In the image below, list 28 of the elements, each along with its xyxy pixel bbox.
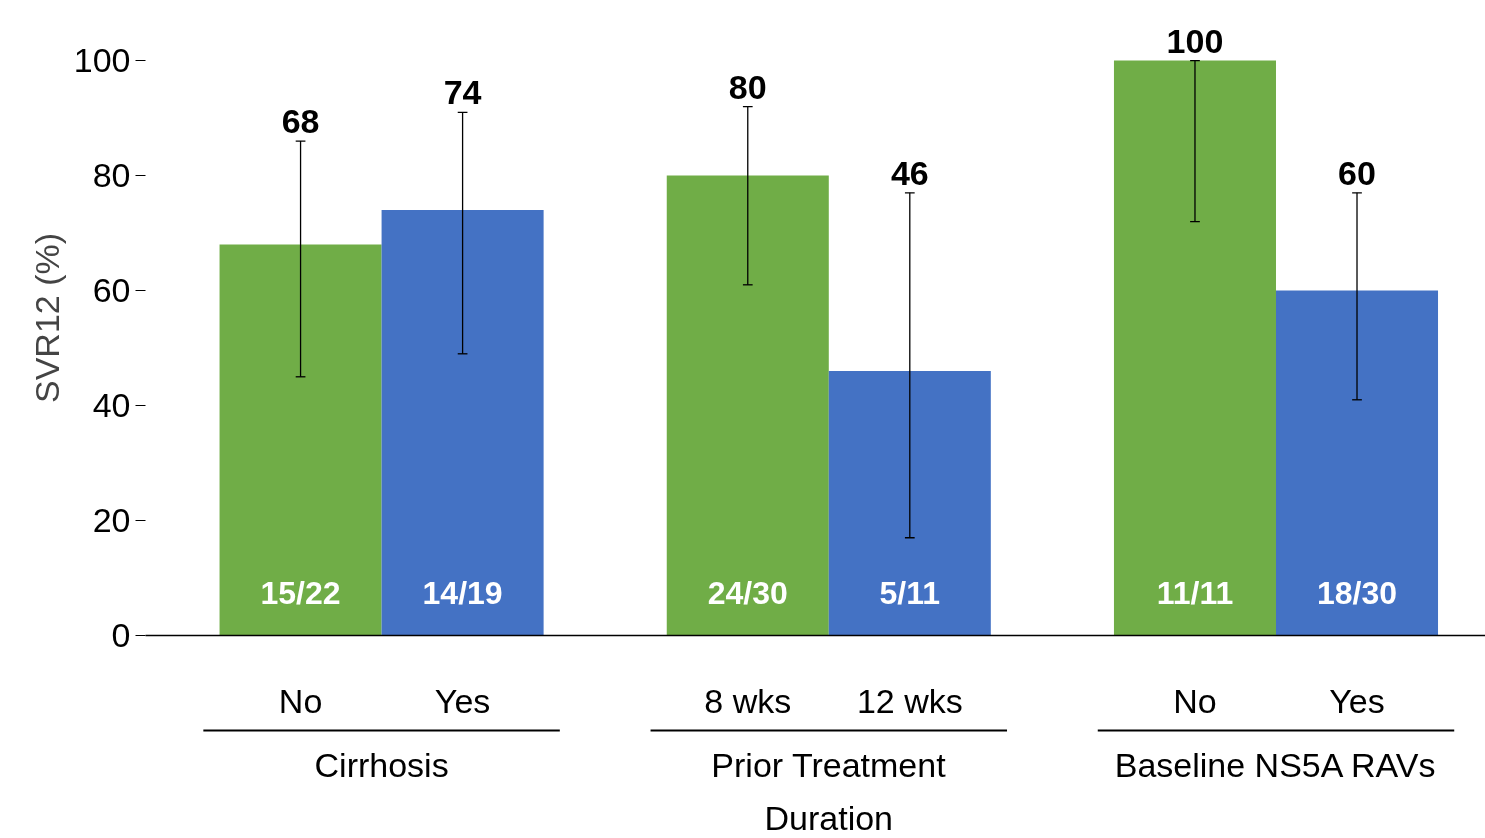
x-tick-label: No: [278, 681, 323, 720]
annotation: 46: [890, 153, 929, 192]
y-tick-label: 80: [92, 156, 131, 195]
text: Baseline NS5A RAVs: [1114, 745, 1436, 784]
x-tick-label: Yes: [434, 681, 491, 720]
annotation: 18/30: [1316, 574, 1398, 611]
x-tick-label: No: [1173, 681, 1217, 720]
y-tick-label: 20: [92, 501, 131, 540]
text: Prior Treatment Duration: [711, 745, 947, 837]
y-tick-label: 40: [92, 386, 131, 425]
annotation: 11/11: [1156, 574, 1234, 611]
data-label: 80: [728, 67, 767, 106]
annotation: 15/22: [260, 574, 341, 611]
y-tick-label: 60: [92, 271, 131, 310]
data-label: 74: [443, 73, 482, 112]
data-label: 60: [1338, 153, 1376, 192]
x-tick-label: Yes: [1329, 681, 1385, 720]
x-tick-label: 12 wks: [856, 681, 963, 720]
x-tick-label: 8 wks: [704, 681, 792, 720]
y-tick-label: 100: [73, 41, 131, 80]
annotation: 24/30: [707, 574, 788, 611]
annotation: 5/11: [879, 574, 941, 611]
y-tick-label: 0: [111, 616, 131, 654]
text: Cirrhosis: [314, 745, 449, 784]
annotation: 14/19: [422, 574, 503, 611]
data-label: 68: [281, 102, 320, 141]
y-axis-title: SVR12 (%): [27, 232, 66, 404]
data-label: 100: [1166, 21, 1224, 60]
